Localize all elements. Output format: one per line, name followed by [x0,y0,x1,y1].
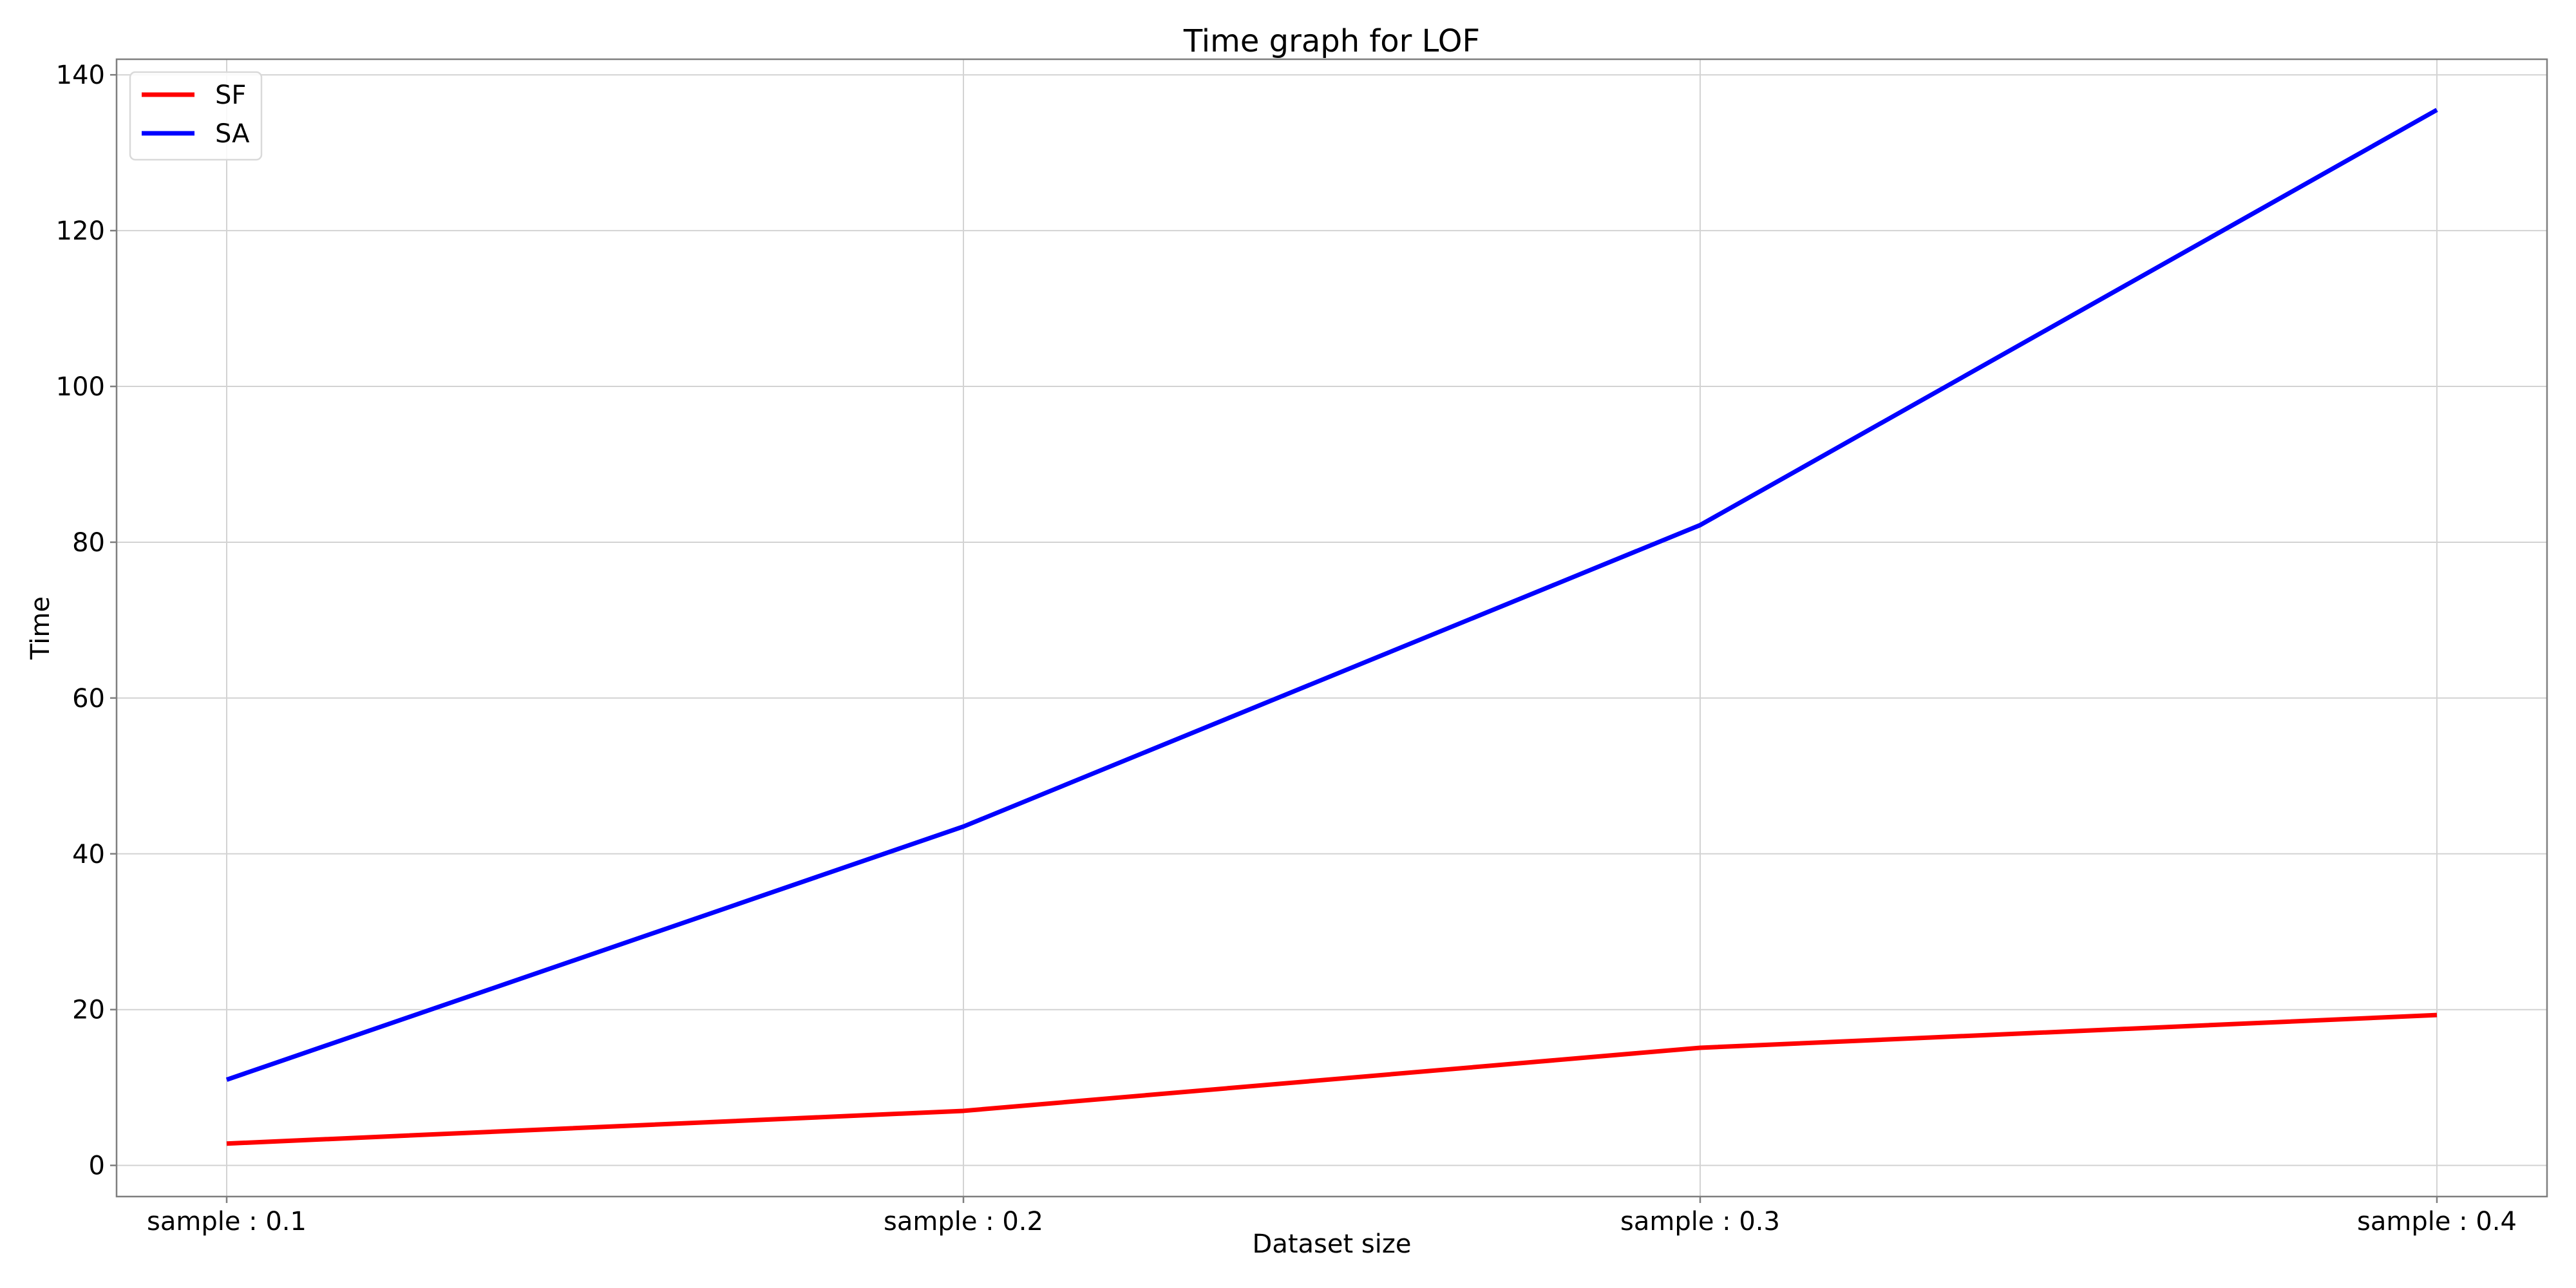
series-lines [225,108,2438,1146]
x-axis-ticks: sample : 0.1 sample : 0.2 sample : 0.3 samp… [147,1197,2517,1236]
legend: SF SA [129,71,263,161]
series-line-sa [225,108,2438,1082]
chart-title: Time graph for LOF [1183,23,1480,59]
y-axis-ticks: 0 20 40 60 80 100 120 140 [56,61,117,1181]
y-axis-label: Time [26,596,55,660]
legend-label-sa: SA [215,119,250,149]
y-tick-label: 80 [72,528,105,558]
y-tick-label: 120 [56,216,105,246]
plot-area-frame [115,58,2548,1198]
y-tick-label: 60 [72,684,105,714]
x-tick-label: sample : 0.1 [147,1207,307,1236]
y-tick-label: 40 [72,840,105,869]
x-tick-label: sample : 0.2 [884,1207,1043,1236]
y-tick-label: 0 [89,1151,105,1181]
grid-lines [117,59,2547,1197]
legend-label-sf: SF [215,80,246,110]
y-tick-label: 20 [72,996,105,1025]
series-line-sf [226,1012,2438,1146]
x-axis-label: Dataset size [1253,1229,1412,1259]
y-tick-label: 100 [56,372,105,402]
x-tick-label: sample : 0.3 [1620,1207,1780,1236]
x-tick-label: sample : 0.4 [2357,1207,2517,1236]
y-tick-label: 140 [56,61,105,90]
